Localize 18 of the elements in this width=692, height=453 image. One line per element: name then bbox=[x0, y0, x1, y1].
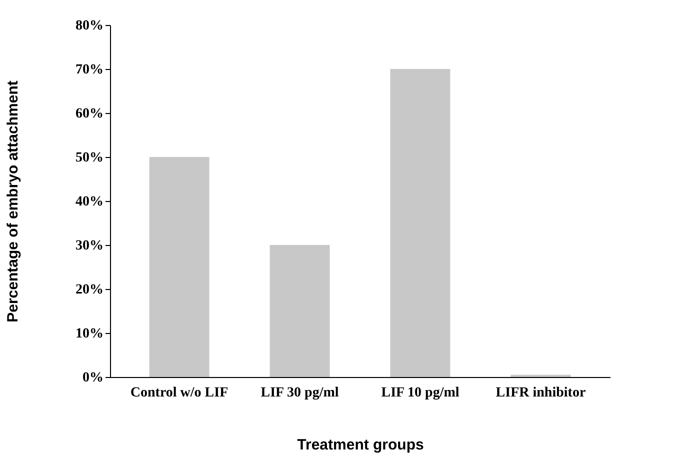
y-tick-label: 20% bbox=[76, 282, 104, 298]
bar bbox=[270, 245, 330, 377]
y-tick-label: 50% bbox=[76, 150, 104, 166]
bar bbox=[390, 69, 450, 377]
y-tick-label: 30% bbox=[76, 238, 104, 254]
x-tick-label: LIF 30 pg/ml bbox=[260, 386, 339, 400]
y-tick-label: 70% bbox=[76, 62, 104, 78]
x-tick-label: Control w/o LIF bbox=[130, 386, 228, 400]
y-tick-label: 60% bbox=[76, 106, 104, 122]
x-tick-label: LIFR inhibitor bbox=[496, 386, 586, 400]
y-tick-label: 40% bbox=[76, 194, 104, 210]
y-tick-label: 10% bbox=[76, 326, 104, 342]
y-axis-title: Percentage of embryo attachment bbox=[4, 80, 22, 322]
y-tick-label: 0% bbox=[82, 370, 104, 386]
bar bbox=[149, 157, 210, 377]
x-axis-title: Treatment groups bbox=[297, 436, 424, 453]
x-tick-label: LIF 10 pg/ml bbox=[381, 386, 460, 400]
y-tick-label: 80% bbox=[76, 18, 104, 34]
